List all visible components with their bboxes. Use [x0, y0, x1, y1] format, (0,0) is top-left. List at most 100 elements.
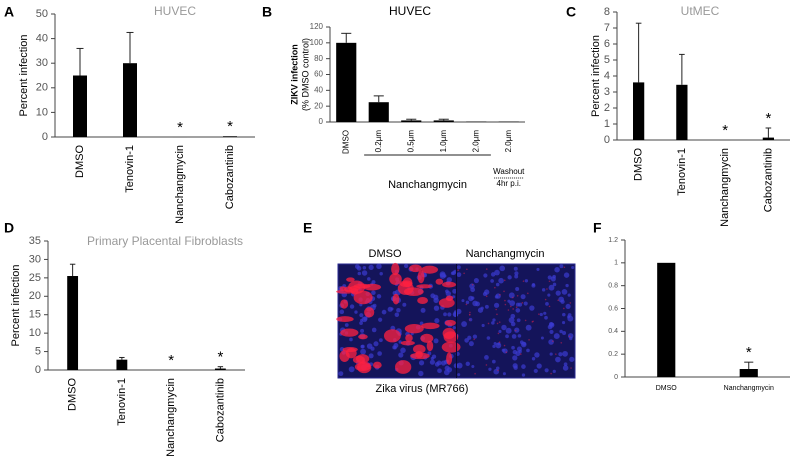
- speck: [560, 341, 563, 344]
- nucleus: [544, 368, 549, 373]
- nucleus: [549, 329, 554, 335]
- nucleus: [548, 339, 554, 345]
- bar: [633, 82, 645, 140]
- chart-title: HUVEC: [154, 4, 196, 18]
- y-tick-label: 10: [29, 327, 41, 339]
- nucleus: [468, 341, 474, 347]
- y-tick-label: 15: [29, 309, 41, 321]
- nucleus: [548, 322, 555, 328]
- nucleus: [480, 306, 484, 310]
- x-tick-label: Cabozantinib: [762, 148, 774, 212]
- x-tick-label: Nanchangmycin: [174, 145, 186, 224]
- bar: [223, 136, 237, 137]
- y-tick-label: 100: [310, 38, 324, 47]
- nucleus: [400, 347, 406, 354]
- speck: [471, 283, 474, 286]
- nucleus: [481, 323, 485, 328]
- nucleus: [558, 296, 565, 303]
- nucleus: [520, 341, 527, 348]
- panel-letter: C: [566, 4, 576, 20]
- nucleus: [555, 356, 561, 363]
- nucleus: [418, 360, 425, 366]
- speck: [503, 344, 506, 347]
- nucleus: [555, 290, 561, 296]
- nucleus: [450, 271, 455, 275]
- bar: [762, 137, 774, 140]
- nucleus: [357, 271, 362, 276]
- infected-cell: [358, 334, 368, 340]
- nucleus: [376, 294, 382, 299]
- speck: [514, 329, 517, 332]
- nucleus: [465, 361, 470, 367]
- nucleus: [349, 337, 353, 342]
- nucleus: [513, 266, 518, 271]
- x-tick-label: Tenovin-1: [676, 148, 688, 196]
- x-tick-label: Nanchangmycin: [719, 148, 731, 227]
- nucleus: [518, 349, 522, 354]
- infected-cell: [441, 341, 461, 353]
- infected-cell: [400, 340, 415, 346]
- nucleus: [552, 282, 557, 287]
- bar: [739, 369, 758, 377]
- infected-cell: [364, 307, 375, 318]
- nucleus: [540, 336, 544, 340]
- y-tick-label: 60: [314, 70, 323, 79]
- nucleus: [439, 271, 446, 278]
- nucleus: [502, 372, 506, 376]
- speck: [487, 322, 490, 325]
- nucleus: [378, 338, 383, 343]
- infected-cell: [442, 281, 457, 288]
- panel-letter: B: [262, 4, 272, 20]
- infected-cell: [435, 278, 444, 285]
- nucleus: [348, 366, 355, 373]
- infected-cell: [405, 334, 413, 342]
- nucleus: [565, 303, 571, 309]
- nucleus: [456, 265, 461, 270]
- nucleus: [495, 342, 502, 349]
- nucleus: [567, 293, 571, 297]
- nucleus: [563, 272, 570, 278]
- significance-mark: *: [765, 110, 771, 127]
- nucleus: [548, 284, 555, 291]
- nucleus: [447, 312, 452, 317]
- nucleus: [372, 303, 377, 308]
- nucleus: [516, 318, 521, 323]
- nucleus: [360, 344, 365, 349]
- significance-mark: *: [227, 118, 233, 135]
- nucleus: [492, 359, 496, 364]
- x-tick-label: Cabozantinib: [224, 145, 236, 209]
- nucleus: [521, 373, 526, 377]
- infected-cell: [412, 344, 426, 354]
- nucleus: [550, 276, 556, 282]
- y-axis-label: Percent infection: [18, 35, 30, 117]
- nucleus: [562, 312, 566, 317]
- y-tick-label: 35: [29, 235, 41, 247]
- y-tick-label: 10: [36, 106, 48, 118]
- bar: [368, 102, 389, 122]
- nucleus: [461, 299, 465, 303]
- infected-cell: [353, 290, 373, 305]
- infected-cell: [383, 329, 401, 343]
- nucleus: [562, 321, 566, 325]
- nucleus: [431, 354, 437, 359]
- speck: [538, 313, 540, 315]
- infected-cell: [420, 333, 434, 343]
- nucleus: [492, 318, 496, 322]
- x-tick-label: Tenovin-1: [116, 378, 128, 426]
- y-tick-label: 120: [310, 22, 324, 31]
- nucleus: [493, 302, 500, 308]
- nucleus: [371, 327, 377, 333]
- nucleus: [381, 309, 387, 315]
- nucleus: [398, 352, 404, 358]
- nucleus: [443, 312, 447, 317]
- y-tick-label: 0: [319, 117, 324, 126]
- x-tick-label: 1.0µm: [439, 130, 448, 153]
- speck: [528, 339, 530, 341]
- bar: [123, 63, 137, 138]
- nucleus: [547, 275, 552, 280]
- y-tick-label: 1: [604, 118, 610, 130]
- x-tick-label: Cabozantinib: [214, 378, 226, 442]
- infected-cell: [336, 289, 355, 294]
- nucleus: [558, 352, 563, 357]
- nucleus: [354, 310, 358, 314]
